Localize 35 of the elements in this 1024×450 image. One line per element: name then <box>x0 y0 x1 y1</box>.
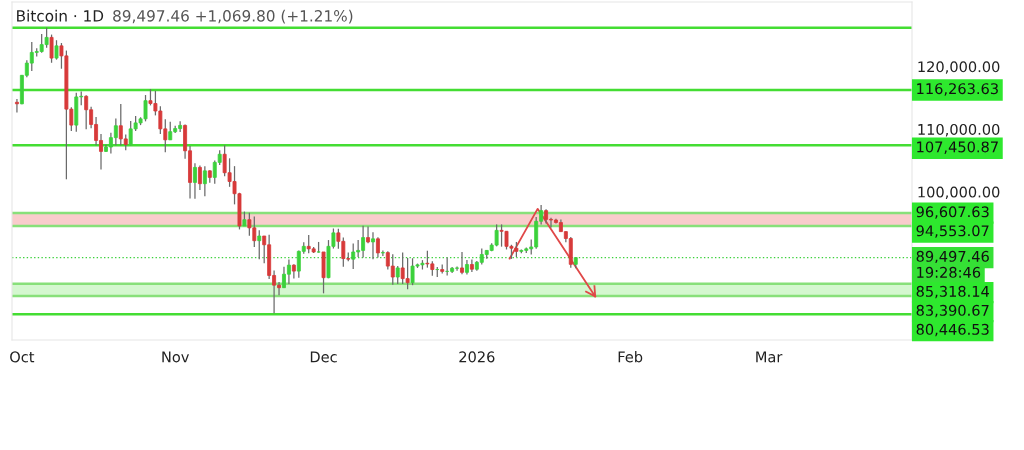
chart-subtitle: 89,497.46 +1,069.80 (+1.21%) <box>113 9 353 24</box>
ref-line-label: 89,497.46 <box>916 250 989 264</box>
candlestick <box>366 225 370 244</box>
candlestick <box>380 249 385 257</box>
y-tick-label: 120,000.00 <box>918 61 1000 74</box>
candlestick <box>193 162 197 200</box>
candlestick <box>247 212 252 237</box>
candlestick <box>84 94 89 130</box>
candlestick <box>375 236 380 259</box>
ref-line-label: 107,450.87 <box>917 141 998 154</box>
candlestick <box>202 165 207 197</box>
x-tick-label: 2026 <box>459 351 495 363</box>
candlestick <box>54 39 59 61</box>
ref-line-label: 83,390.67 <box>916 304 989 318</box>
y-tick-label: 110,000.00 <box>918 123 1000 137</box>
ref-line-label: 96,607.63 <box>916 206 989 219</box>
candlestick <box>197 164 202 191</box>
ref-line-label: 80,446.53 <box>916 323 989 337</box>
y-tick-label: 100,000.00 <box>918 186 1000 200</box>
text: 19:28:46 <box>917 266 981 278</box>
x-tick-label: Dec <box>310 351 337 363</box>
ref-line-label: 116,263.63 <box>917 83 998 96</box>
candlestick <box>390 253 395 286</box>
x-tick-label: Mar <box>756 351 783 363</box>
candlestick <box>371 231 375 260</box>
x-tick-label: Oct <box>10 351 35 363</box>
candlestick <box>168 121 173 141</box>
candlestick <box>49 33 54 64</box>
ref-line-label: 85,318.14 <box>916 285 989 299</box>
ref-line-label: 94,553.07 <box>916 225 989 238</box>
x-tick-label: Nov <box>162 351 189 363</box>
candlestick <box>460 251 464 275</box>
candlestick <box>257 229 262 260</box>
chart-title: Bitcoin · 1D <box>17 9 104 22</box>
x-tick-label: Feb <box>618 351 643 363</box>
